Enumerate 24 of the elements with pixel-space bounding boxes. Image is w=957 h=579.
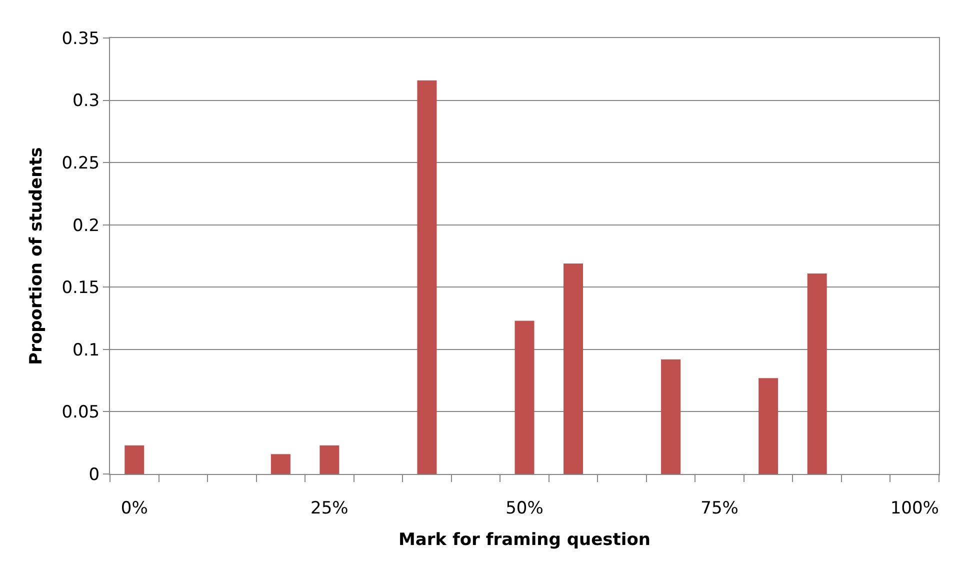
y-axis-title: Proportion of students (26, 147, 46, 365)
y-tick-label: 0.25 (62, 154, 100, 174)
y-tick-label: 0.2 (72, 216, 100, 236)
y-tick-label: 0 (88, 464, 100, 485)
bar (417, 80, 437, 474)
x-tick-label: 0% (120, 498, 148, 518)
bar (320, 445, 340, 474)
y-tick-label: 0.3 (72, 91, 100, 112)
bar (124, 445, 144, 474)
x-tick-label: 50% (506, 498, 544, 518)
y-tick-label: 0.05 (62, 402, 100, 423)
bar (807, 273, 827, 474)
x-tick-label: 75% (700, 498, 738, 518)
bar (270, 454, 290, 474)
y-tick-label: 0.15 (62, 278, 100, 298)
x-tick-label: 100% (890, 498, 939, 518)
y-tick-label: 0.1 (72, 340, 100, 360)
bar (514, 320, 534, 474)
x-tick-label: 25% (310, 498, 348, 518)
x-axis-title: Mark for framing question (398, 530, 651, 550)
bar (564, 263, 584, 474)
y-tick-label: 0.35 (62, 28, 100, 49)
bar (661, 359, 681, 474)
bar (758, 378, 778, 474)
